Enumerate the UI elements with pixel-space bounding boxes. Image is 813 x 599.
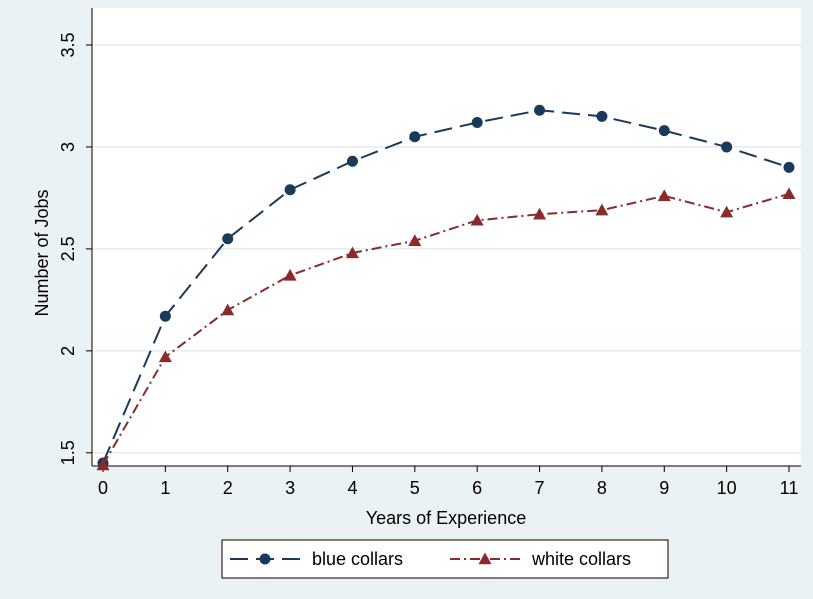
legend-label-white-collars: white collars xyxy=(531,549,631,569)
gridlines xyxy=(92,44,801,454)
data-point-white-collars xyxy=(408,234,422,246)
data-point-blue-collars xyxy=(159,310,171,322)
data-point-blue-collars xyxy=(471,116,483,128)
x-tick-label: 3 xyxy=(285,478,295,498)
x-tick-label: 5 xyxy=(410,478,420,498)
x-tick-label: 9 xyxy=(659,478,669,498)
series-layer xyxy=(96,104,796,471)
data-point-white-collars xyxy=(657,189,671,202)
data-point-blue-collars xyxy=(534,104,546,116)
data-point-blue-collars xyxy=(284,184,296,196)
legend-marker-white-collars xyxy=(478,552,492,565)
series-line-blue-collars xyxy=(102,109,790,464)
axes: 1.5 2 2.5 3 3.5 0 1 2 3 4 5 6 7 8 9 10 11 xyxy=(58,8,801,498)
y-tick-label: 1.5 xyxy=(58,440,78,465)
series-line-white-collars xyxy=(102,192,790,466)
y-tick-label: 2.5 xyxy=(58,236,78,261)
data-point-blue-collars xyxy=(721,141,733,153)
data-point-white-collars xyxy=(470,213,484,226)
data-point-white-collars xyxy=(782,187,796,200)
x-tick-label: 8 xyxy=(597,478,607,498)
legend: blue collars white collars xyxy=(221,539,669,579)
x-tick-label: 11 xyxy=(780,478,799,498)
legend-label-blue-collars: blue collars xyxy=(312,549,403,569)
data-point-white-collars xyxy=(283,268,297,281)
data-point-blue-collars xyxy=(222,233,234,245)
data-point-white-collars xyxy=(96,458,110,471)
data-point-white-collars xyxy=(158,350,172,363)
legend-marker-blue-collars xyxy=(259,553,271,565)
x-tick-label: 10 xyxy=(717,478,737,498)
data-point-blue-collars xyxy=(409,131,421,143)
x-tick-label: 7 xyxy=(535,478,545,498)
data-point-white-collars xyxy=(533,207,547,220)
data-point-white-collars xyxy=(595,203,609,216)
plot-area xyxy=(92,8,801,466)
x-tick-label: 0 xyxy=(98,478,108,498)
x-tick-label: 2 xyxy=(223,478,233,498)
x-tick-label: 1 xyxy=(160,478,170,498)
x-tick-label: 4 xyxy=(347,478,357,498)
data-point-blue-collars xyxy=(658,125,670,137)
y-tick-label: 3.5 xyxy=(58,32,78,57)
x-tick-label: 6 xyxy=(472,478,482,498)
data-point-white-collars xyxy=(221,303,235,316)
y-axis-title: Number of Jobs xyxy=(32,189,52,316)
y-tick-label: 2 xyxy=(58,346,78,356)
data-point-blue-collars xyxy=(596,110,608,122)
data-point-white-collars xyxy=(720,205,734,218)
data-point-blue-collars xyxy=(783,161,795,173)
x-axis-title: Years of Experience xyxy=(366,508,526,528)
data-point-blue-collars xyxy=(346,155,358,167)
y-tick-label: 3 xyxy=(58,142,78,152)
data-point-white-collars xyxy=(345,246,359,259)
